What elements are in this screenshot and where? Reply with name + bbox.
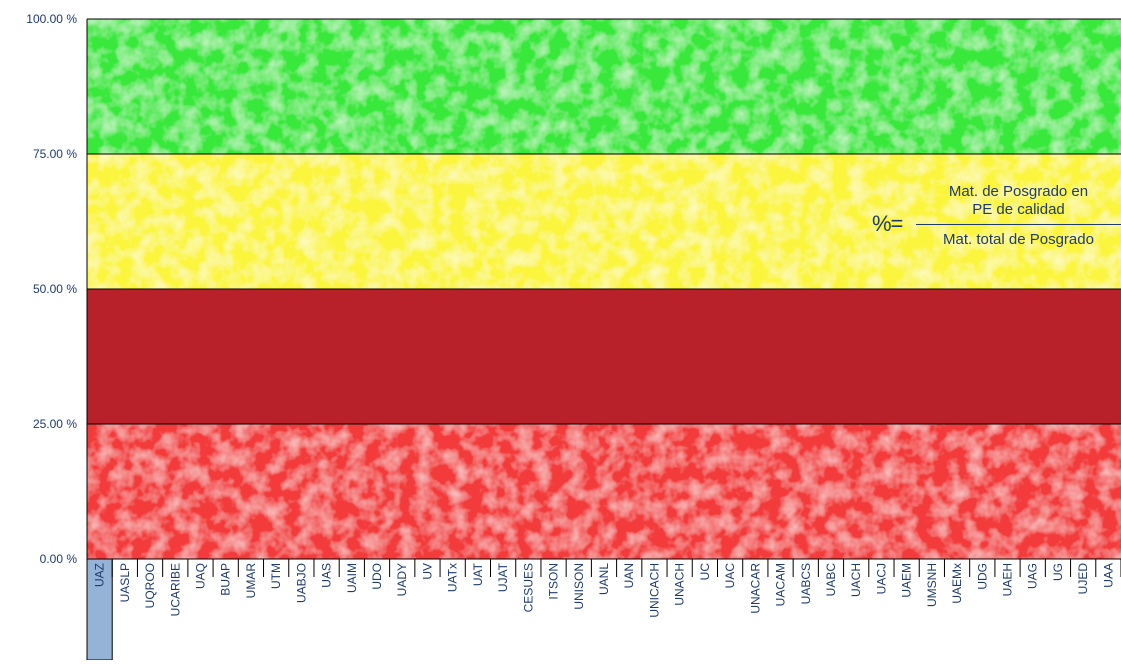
x-tick-label: UCARIBE <box>168 563 182 616</box>
x-tick-label: UAA <box>1101 563 1115 588</box>
x-tick-label: UABC <box>824 563 838 597</box>
x-tick-label: UDG <box>975 563 989 590</box>
formula-fraction-bar <box>916 224 1121 225</box>
x-tick-label: UAC <box>723 563 737 589</box>
x-tick-label: UACJ <box>874 563 888 594</box>
x-tick-label: ITSON <box>547 563 561 600</box>
x-tick-label: UABCS <box>799 563 813 604</box>
x-tick-label: UAT <box>471 562 485 586</box>
x-tick-label: UAIM <box>345 563 359 593</box>
x-tick-label: UNACH <box>673 563 687 606</box>
formula-lhs: %= <box>872 211 903 236</box>
x-tick-label: UAG <box>1026 563 1040 589</box>
x-tick-label: UDO <box>370 563 384 590</box>
x-tick-label: UTM <box>269 563 283 589</box>
x-tick-label: UATx <box>446 563 460 592</box>
band-2 <box>87 289 1121 424</box>
x-tick-label: UAS <box>320 563 334 588</box>
x-tick-label: UMSNH <box>925 563 939 607</box>
formula-denominator: Mat. total de Posgrado <box>943 231 1094 248</box>
x-tick-label: UAEM <box>900 563 914 598</box>
x-tick-label: UAZ <box>93 563 107 587</box>
band-3 <box>87 424 1121 559</box>
x-tick-label: UAQ <box>193 563 207 589</box>
x-tick-label: UJAT <box>496 562 510 592</box>
x-tick-label: UAEMx <box>950 563 964 604</box>
x-tick-label: UNACAR <box>748 563 762 614</box>
y-tick-label: 25.00 % <box>33 417 77 431</box>
formula-annotation: %= Mat. de Posgrado en PE de calidad Mat… <box>872 183 1121 255</box>
y-tick-label: 100.00 % <box>26 12 77 26</box>
highlighted-category-marker <box>86 558 113 661</box>
x-tick-label: UABJO <box>294 563 308 603</box>
x-tick-label: UNICACH <box>647 563 661 618</box>
x-tick-label: UMAR <box>244 563 258 599</box>
y-tick-label: 0.00 % <box>40 552 78 566</box>
formula-numerator-line1: Mat. de Posgrado en <box>948 183 1089 200</box>
x-tick-label: UNISON <box>572 563 586 610</box>
x-tick-label: UG <box>1051 563 1065 581</box>
y-tick-label: 50.00 % <box>33 282 77 296</box>
x-tick-label: UJED <box>1076 563 1090 595</box>
x-tick-label: UADY <box>395 563 409 596</box>
band-0 <box>87 19 1121 154</box>
x-tick-label: BUAP <box>219 563 233 596</box>
x-tick-label: CESUES <box>521 563 535 612</box>
x-tick-label: UAEH <box>1001 563 1015 596</box>
x-tick-label: UANL <box>597 563 611 595</box>
band-1 <box>87 154 1121 289</box>
x-tick-label: UACAM <box>774 563 788 606</box>
x-tick-label: UAN <box>622 563 636 588</box>
y-tick-label: 75.00 % <box>33 147 77 161</box>
x-tick-label: UC <box>698 563 712 581</box>
x-tick-label: UACH <box>849 563 863 597</box>
formula-numerator: Mat. de Posgrado en PE de calidad <box>916 183 1121 219</box>
formula-numerator-line2: PE de calidad <box>972 201 1065 218</box>
x-tick-label: UQROO <box>143 563 157 608</box>
x-tick-label: UV <box>420 563 434 580</box>
x-tick-label: UASLP <box>118 563 132 602</box>
